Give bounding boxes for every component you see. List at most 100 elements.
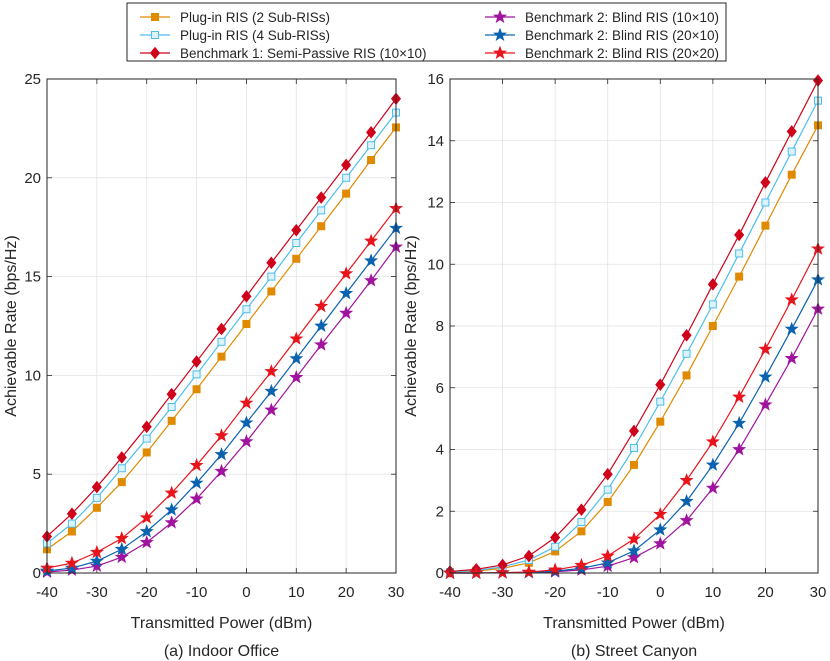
legend-marker: [151, 31, 159, 39]
data-point: [628, 424, 640, 438]
x-tick-label: -30: [86, 584, 108, 601]
data-point: [705, 434, 720, 448]
data-point: [602, 467, 613, 481]
data-point: [141, 420, 152, 434]
data-point: [289, 351, 304, 365]
data-point: [708, 300, 717, 309]
data-point: [292, 254, 301, 263]
x-axis-label: Transmitted Power (dBm): [131, 615, 313, 632]
data-point: [67, 519, 76, 528]
y-tick-label: 0: [33, 565, 41, 582]
y-tick-label: 10: [427, 256, 444, 273]
legend-marker: [492, 27, 508, 41]
data-point: [630, 443, 638, 452]
data-point: [705, 480, 720, 495]
data-point: [267, 287, 276, 296]
panel-caption: (a) Indoor Office: [164, 643, 279, 660]
data-point: [92, 493, 101, 502]
data-point: [367, 141, 376, 150]
legend-marker: [492, 45, 508, 59]
data-point: [217, 337, 226, 346]
panel-caption: (b) Street Canyon: [571, 643, 697, 660]
data-point: [521, 564, 536, 579]
data-point: [267, 272, 276, 281]
data-point: [732, 415, 747, 430]
data-point: [66, 507, 77, 521]
data-point: [266, 256, 277, 270]
y-tick-label: 6: [436, 380, 444, 397]
data-point: [142, 434, 151, 443]
data-point: [117, 464, 126, 473]
data-point: [469, 565, 484, 579]
data-point: [314, 337, 329, 351]
data-point: [164, 502, 179, 516]
x-tick-label: 30: [810, 584, 827, 601]
legend: Plug-in RIS (2 Sub-RISs) Plug-in RIS (4 S…: [126, 2, 727, 62]
data-point: [364, 233, 379, 247]
data-point: [653, 522, 668, 536]
data-point: [495, 565, 510, 579]
data-point: [366, 126, 377, 139]
panel-indoor-office: -40 -30 -20 -10 0 10 20 30 0 5 10 15 20 25 Transmitted…: [3, 71, 404, 660]
data-point: [342, 173, 351, 182]
data-point: [239, 415, 254, 429]
data-point: [264, 364, 279, 378]
data-point: [139, 524, 154, 538]
y-tick-label: 2: [436, 503, 444, 520]
x-tick-label: -10: [186, 584, 208, 601]
data-point: [164, 515, 179, 529]
data-point: [292, 239, 301, 248]
data-point: [707, 278, 718, 291]
data-point: [732, 442, 747, 456]
series-2: [446, 96, 822, 577]
data-point: [289, 331, 304, 345]
data-point: [577, 518, 586, 527]
data-point: [705, 457, 720, 471]
data-point: [167, 403, 176, 412]
data-point: [339, 286, 354, 300]
data-point: [787, 170, 796, 179]
legend-label: Plug-in RIS (2 Sub-RISs): [180, 10, 330, 25]
data-point: [317, 206, 326, 215]
data-point: [114, 531, 129, 545]
data-point: [342, 189, 351, 198]
data-point: [574, 557, 589, 572]
data-point: [550, 531, 561, 544]
data-point: [89, 553, 104, 568]
series-6: [39, 201, 404, 575]
y-tick-label: 25: [24, 71, 41, 88]
data-point: [139, 534, 154, 549]
series-3: [41, 92, 402, 543]
data-point: [784, 351, 799, 365]
data-point: [91, 480, 102, 494]
data-point: [653, 536, 668, 550]
x-tick-label: 0: [242, 584, 250, 601]
data-point: [734, 228, 745, 242]
data-point: [89, 558, 104, 573]
y-tick-label: 16: [427, 71, 444, 88]
data-point: [626, 543, 642, 557]
y-tick-label: 5: [33, 466, 41, 483]
y-tick-label: 12: [427, 195, 444, 212]
data-point: [551, 542, 560, 551]
data-point: [577, 527, 586, 536]
axes-box: [449, 78, 819, 574]
x-tick-label: 10: [288, 584, 305, 601]
data-point: [291, 223, 302, 237]
data-point: [761, 221, 770, 230]
data-point: [656, 397, 665, 406]
data-point: [189, 475, 204, 490]
legend-marker: [492, 9, 508, 23]
x-tick-label: -10: [597, 584, 619, 601]
legend-label: Benchmark 2: Blind RIS (20×10): [525, 28, 719, 43]
data-point: [681, 328, 692, 342]
y-axis-label: Achievable Rate (bps/Hz): [403, 235, 420, 416]
data-point: [64, 555, 79, 570]
data-point: [64, 560, 79, 575]
x-tick-label: 10: [705, 584, 722, 601]
data-point: [600, 555, 615, 569]
data-point: [708, 322, 717, 330]
data-point: [784, 292, 799, 306]
data-point: [289, 370, 304, 384]
